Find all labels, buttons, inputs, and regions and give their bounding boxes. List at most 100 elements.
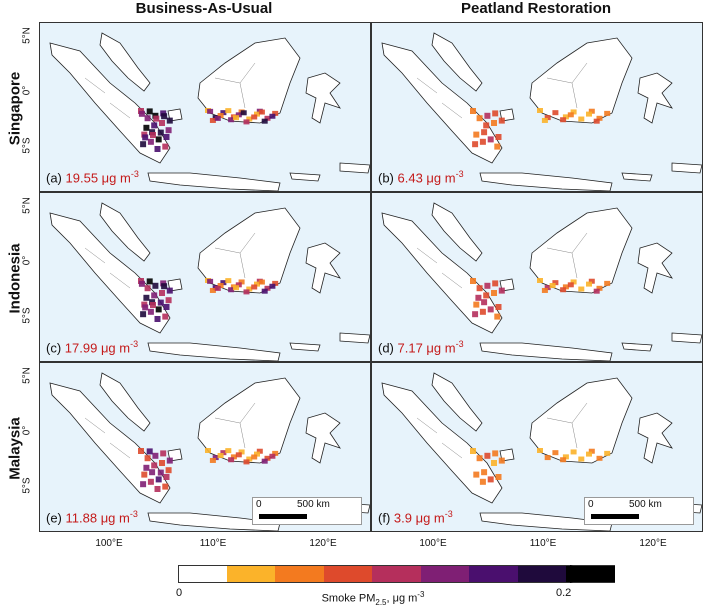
map-panel-f: (f) 3.9 μg m-3 0 500 km: [371, 362, 703, 532]
smoke-cell: [264, 285, 271, 291]
smoke-cell: [269, 283, 276, 289]
colorbar-segment: [275, 565, 324, 583]
panel-value-exponent: -3: [130, 168, 139, 179]
smoke-cell: [537, 108, 543, 113]
colorbar-segment: [517, 565, 566, 583]
landmass: [339, 162, 370, 174]
smoke-cell: [264, 115, 271, 121]
smoke-cell: [147, 478, 154, 485]
smoke-cell: [147, 308, 154, 315]
smoke-cell: [157, 129, 164, 136]
smoke-cell: [491, 290, 497, 296]
smoke-cell: [272, 450, 279, 456]
colorbar-segment: [420, 565, 469, 583]
smoke-cell: [596, 115, 603, 121]
smoke-cell: [243, 119, 250, 125]
smoke-cell: [143, 294, 150, 301]
panel-value-exponent: -3: [444, 508, 453, 519]
smoke-cell: [140, 141, 147, 148]
panel-value: 3.9 μg m: [393, 510, 445, 525]
smoke-cell: [578, 286, 585, 292]
panel-label: (e) 11.88 μg m-3: [46, 509, 138, 525]
panel-value-exponent: -3: [455, 168, 464, 179]
smoke-cell: [166, 457, 173, 464]
smoke-cell: [151, 462, 158, 469]
landmass: [147, 342, 281, 361]
landmass: [99, 372, 151, 432]
smoke-cell: [154, 486, 161, 492]
smoke-cell: [552, 280, 559, 286]
lat-tick-label: 5°S: [21, 477, 33, 494]
colorbar-min-label: 0: [176, 587, 183, 599]
smoke-cell: [209, 457, 216, 463]
smoke-cell: [150, 302, 156, 308]
colorbar-title-unit: , μg m: [386, 592, 418, 605]
panel-letter: (e): [46, 510, 62, 525]
province-border: [416, 77, 463, 119]
scale-bar-zero: 0: [256, 499, 262, 510]
smoke-cell: [165, 467, 172, 474]
smoke-cell: [476, 455, 483, 462]
smoke-cell: [240, 110, 247, 116]
column-title-business-as-usual: Business-As-Usual: [135, 0, 273, 17]
smoke-cell: [269, 453, 276, 459]
smoke-cell: [567, 112, 574, 118]
smoke-cell: [470, 448, 476, 454]
smoke-cell: [238, 279, 245, 285]
smoke-cell: [552, 450, 559, 456]
smoke-cell: [159, 120, 165, 126]
landmass: [305, 72, 341, 124]
smoke-cell: [153, 115, 160, 122]
panel-value: 6.43 μg m: [397, 170, 456, 185]
smoke-cell: [165, 297, 172, 304]
lat-tick-label: 5°S: [21, 307, 33, 324]
smoke-cell: [570, 449, 577, 455]
smoke-cell: [235, 282, 242, 288]
smoke-cell: [254, 451, 260, 457]
smoke-cell: [220, 450, 227, 456]
smoke-cell: [562, 114, 569, 120]
smoke-cell: [225, 448, 232, 454]
map-panel-c: (c) 17.99 μg m-3: [39, 192, 371, 362]
smoke-cell: [166, 287, 173, 294]
landmass: [305, 242, 341, 294]
landmass: [621, 172, 653, 182]
smoke-cell: [246, 116, 253, 122]
panel-label: (f) 3.9 μg m-3: [378, 509, 453, 525]
smoke-cell: [151, 122, 158, 129]
smoke-cell: [567, 282, 574, 288]
smoke-cell: [254, 111, 260, 117]
smoke-cell: [165, 127, 172, 134]
smoke-cell: [578, 456, 585, 462]
smoke-cell: [138, 110, 145, 117]
smoke-cell: [586, 111, 592, 117]
lon-tick-label: 100°E: [95, 538, 123, 549]
lat-tick-label: 0°: [21, 255, 33, 266]
smoke-cell: [220, 280, 227, 286]
smoke-cell: [586, 451, 592, 457]
smoke-cell: [588, 448, 595, 454]
scale-bar-zero: 0: [588, 499, 594, 510]
landmass: [431, 202, 483, 262]
landmass: [305, 412, 341, 464]
smoke-cell: [160, 450, 167, 457]
panel-letter: (a): [46, 170, 62, 185]
landmass: [637, 242, 673, 294]
landmass: [621, 342, 653, 352]
map-panel-a: (a) 19.55 μg m-3: [39, 22, 371, 192]
smoke-cell: [491, 120, 497, 126]
smoke-cell: [544, 115, 551, 121]
smoke-cell: [146, 278, 153, 285]
smoke-cell: [209, 117, 216, 123]
smoke-cell: [544, 285, 551, 291]
smoke-cell: [495, 474, 502, 480]
panel-value-exponent: -3: [129, 508, 138, 519]
smoke-cell: [604, 280, 611, 286]
landmass: [637, 72, 673, 124]
smoke-cell: [142, 304, 149, 311]
smoke-cell: [251, 114, 258, 120]
colorbar-max-label: 0.2: [556, 587, 572, 599]
panel-letter: (b): [378, 170, 394, 185]
smoke-cell: [541, 287, 548, 293]
landmass: [479, 342, 613, 361]
